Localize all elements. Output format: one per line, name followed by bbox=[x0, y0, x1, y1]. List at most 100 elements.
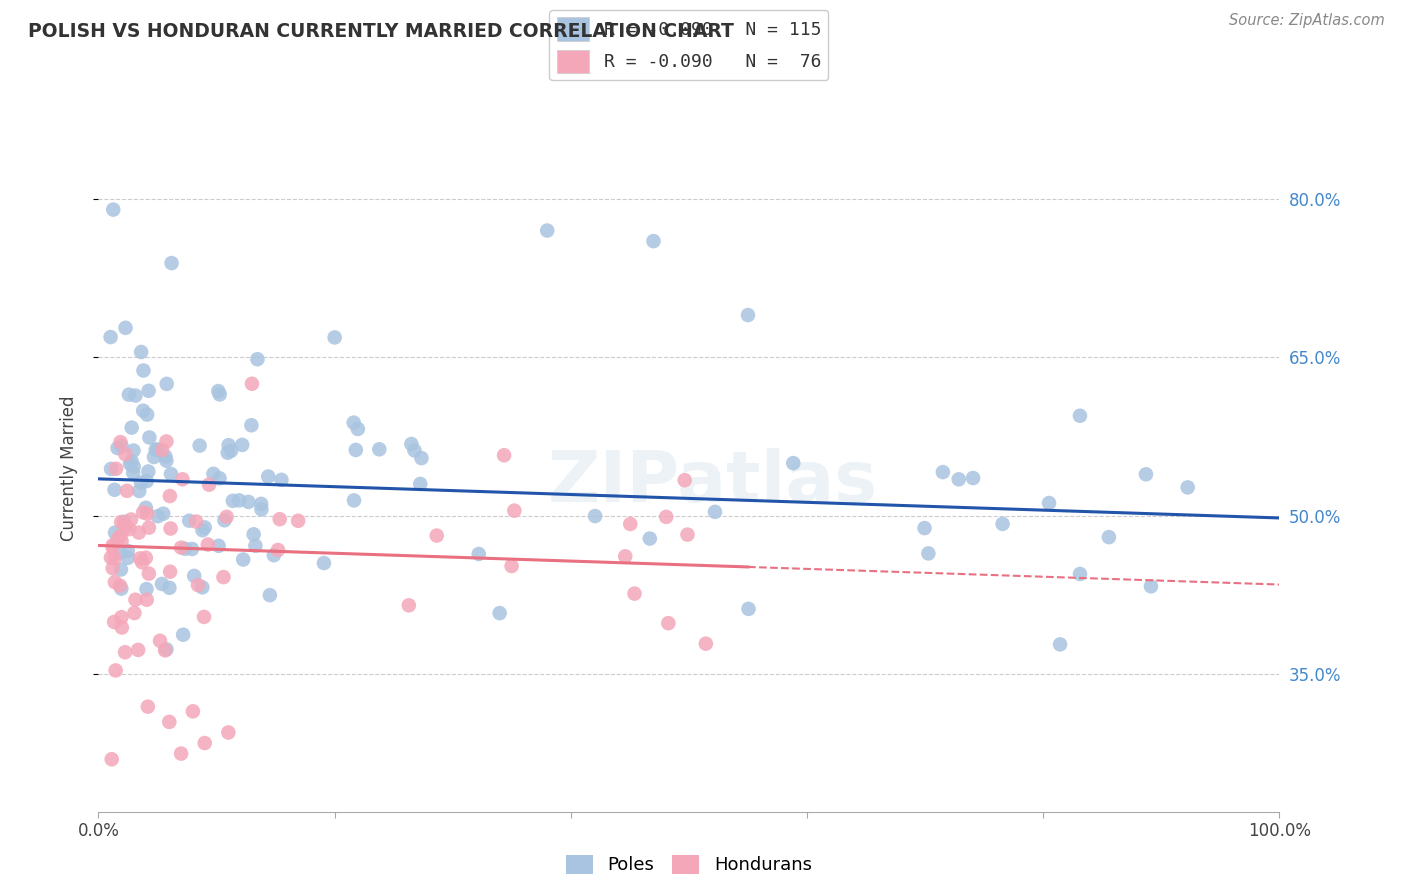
Point bbox=[108, 579, 131, 593]
Point bbox=[643, 234, 665, 248]
Point bbox=[114, 518, 136, 533]
Point bbox=[501, 559, 523, 574]
Point bbox=[411, 451, 433, 466]
Point bbox=[232, 552, 254, 566]
Point bbox=[269, 512, 291, 526]
Point bbox=[155, 642, 177, 657]
Point bbox=[121, 454, 143, 468]
Point bbox=[368, 442, 391, 457]
Point bbox=[117, 544, 139, 558]
Point bbox=[676, 527, 699, 541]
Point bbox=[614, 549, 637, 564]
Text: Source: ZipAtlas.com: Source: ZipAtlas.com bbox=[1229, 13, 1385, 29]
Point bbox=[157, 581, 180, 595]
Point bbox=[127, 643, 149, 657]
Point bbox=[138, 384, 160, 398]
Point bbox=[107, 441, 129, 455]
Point bbox=[245, 539, 267, 553]
Point bbox=[240, 376, 263, 391]
Point bbox=[103, 615, 125, 629]
Point bbox=[136, 408, 159, 422]
Point bbox=[156, 376, 179, 391]
Point bbox=[159, 522, 181, 536]
Point bbox=[191, 580, 214, 594]
Point bbox=[131, 555, 153, 569]
Point bbox=[183, 569, 205, 583]
Point bbox=[219, 443, 242, 458]
Text: ZIPatlas: ZIPatlas bbox=[547, 448, 877, 516]
Point bbox=[655, 509, 678, 524]
Point bbox=[193, 610, 215, 624]
Point bbox=[149, 633, 172, 648]
Point bbox=[536, 223, 558, 237]
Point bbox=[138, 430, 160, 444]
Point bbox=[110, 435, 132, 450]
Point bbox=[150, 577, 173, 591]
Point bbox=[110, 533, 132, 548]
Point bbox=[194, 736, 217, 750]
Point bbox=[114, 520, 136, 534]
Point bbox=[312, 556, 335, 570]
Point bbox=[917, 546, 939, 560]
Point bbox=[145, 442, 167, 457]
Point bbox=[155, 450, 177, 464]
Point bbox=[238, 495, 260, 509]
Point bbox=[263, 548, 285, 562]
Text: POLISH VS HONDURAN CURRENTLY MARRIED CORRELATION CHART: POLISH VS HONDURAN CURRENTLY MARRIED COR… bbox=[28, 22, 734, 41]
Point bbox=[118, 457, 141, 471]
Point bbox=[401, 437, 423, 451]
Point bbox=[212, 570, 235, 584]
Point bbox=[132, 505, 155, 519]
Point bbox=[110, 582, 132, 596]
Point bbox=[114, 321, 136, 335]
Point bbox=[120, 512, 142, 526]
Point bbox=[198, 477, 221, 491]
Legend: Poles, Hondurans: Poles, Hondurans bbox=[558, 847, 820, 881]
Point bbox=[114, 447, 136, 461]
Point bbox=[257, 469, 280, 483]
Point bbox=[218, 438, 240, 452]
Point bbox=[103, 202, 125, 217]
Point bbox=[124, 388, 146, 402]
Point bbox=[132, 363, 155, 377]
Point bbox=[160, 256, 183, 270]
Point bbox=[110, 529, 132, 543]
Point bbox=[673, 473, 696, 487]
Point bbox=[105, 462, 128, 476]
Point bbox=[242, 527, 264, 541]
Point bbox=[619, 516, 641, 531]
Point bbox=[101, 538, 124, 552]
Point bbox=[146, 509, 169, 524]
Point bbox=[179, 514, 201, 528]
Point bbox=[494, 448, 516, 462]
Point bbox=[172, 628, 194, 642]
Point bbox=[181, 704, 204, 718]
Point bbox=[124, 592, 146, 607]
Point bbox=[695, 637, 717, 651]
Point bbox=[347, 422, 370, 436]
Point bbox=[398, 599, 420, 613]
Point bbox=[991, 516, 1014, 531]
Point bbox=[155, 434, 177, 449]
Point bbox=[704, 505, 727, 519]
Point bbox=[1069, 409, 1091, 423]
Point bbox=[246, 352, 269, 367]
Point bbox=[737, 602, 759, 616]
Point bbox=[122, 466, 145, 480]
Point bbox=[208, 471, 231, 485]
Point bbox=[118, 387, 141, 401]
Point bbox=[914, 521, 936, 535]
Point bbox=[188, 439, 211, 453]
Point bbox=[170, 747, 193, 761]
Point bbox=[170, 541, 193, 555]
Point bbox=[207, 384, 229, 398]
Point bbox=[110, 610, 132, 624]
Point bbox=[110, 439, 132, 453]
Point bbox=[104, 664, 127, 678]
Point bbox=[121, 420, 143, 434]
Point bbox=[135, 474, 157, 488]
Point bbox=[184, 515, 207, 529]
Point bbox=[623, 586, 645, 600]
Point bbox=[217, 446, 239, 460]
Point bbox=[426, 528, 449, 542]
